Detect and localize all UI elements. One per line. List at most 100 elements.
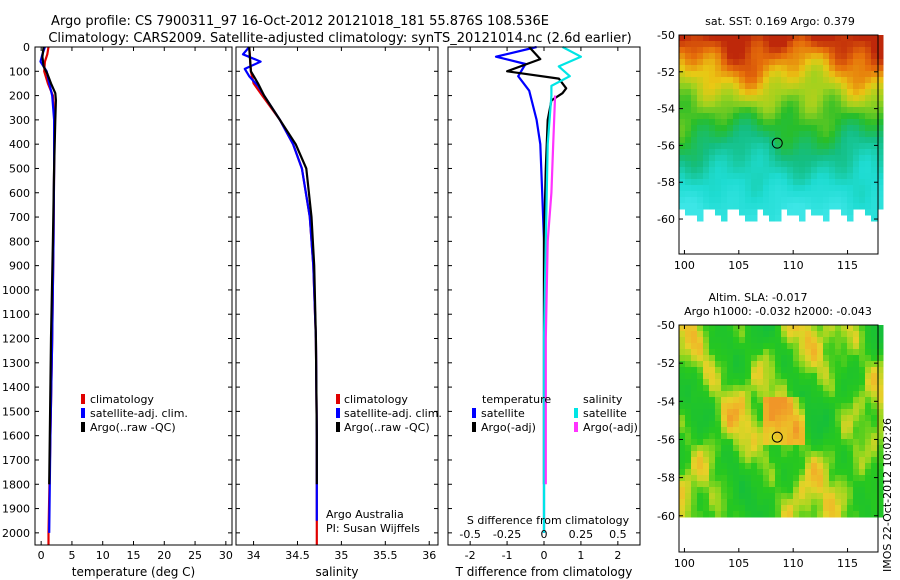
map-cell — [817, 469, 824, 476]
map-cell — [775, 415, 782, 422]
map-cell — [877, 113, 884, 120]
map-cell — [745, 203, 752, 210]
map-cell — [865, 77, 872, 84]
sst-map-title: sat. SST: 0.169 Argo: 0.379 — [705, 15, 855, 28]
map-cell — [853, 167, 860, 174]
map-cell — [781, 373, 788, 380]
map-cell — [805, 203, 812, 210]
map-cell — [871, 215, 878, 222]
map-cell — [697, 101, 704, 108]
map-cell — [703, 131, 710, 138]
map-cell — [823, 191, 830, 198]
map-cell — [781, 155, 788, 162]
map-cell — [787, 65, 794, 72]
map-cell — [709, 161, 716, 168]
x-tick-label: 10 — [96, 549, 110, 562]
map-cell — [829, 391, 836, 398]
map-cell — [697, 53, 704, 60]
map-cell — [769, 185, 776, 192]
map-cell — [781, 113, 788, 120]
map-cell — [787, 149, 794, 156]
map-cell — [841, 197, 848, 204]
map-cell — [757, 137, 764, 144]
map-cell — [763, 53, 770, 60]
map-cell — [679, 427, 686, 434]
map-cell — [685, 185, 692, 192]
map-cell — [709, 505, 716, 512]
map-cell — [685, 89, 692, 96]
map-cell — [811, 101, 818, 108]
map-cell — [709, 421, 716, 428]
map-cell — [823, 403, 830, 410]
map-cell — [745, 457, 752, 464]
map-cell — [709, 149, 716, 156]
map-cell — [835, 475, 842, 482]
map-cell — [721, 511, 728, 518]
map-cell — [829, 439, 836, 446]
map-cell — [793, 119, 800, 126]
map-cell — [835, 493, 842, 500]
map-cell — [757, 409, 764, 416]
map-cell — [757, 53, 764, 60]
map-cell — [691, 209, 698, 216]
map-cell — [817, 487, 824, 494]
map-cell — [763, 361, 770, 368]
map-cell — [853, 65, 860, 72]
map-cell — [745, 47, 752, 54]
map-cell — [811, 179, 818, 186]
map-cell — [805, 421, 812, 428]
map-cell — [841, 161, 848, 168]
map-cell — [829, 325, 836, 332]
map-cell — [769, 367, 776, 374]
map-cell — [871, 149, 878, 156]
map-cell — [721, 95, 728, 102]
map-cell — [823, 101, 830, 108]
map-cell — [745, 349, 752, 356]
map-cell — [697, 131, 704, 138]
map-cell — [811, 143, 818, 150]
map-cell — [715, 391, 722, 398]
map-cell — [835, 445, 842, 452]
map-cell — [775, 361, 782, 368]
map-cell — [691, 95, 698, 102]
map-cell — [799, 463, 806, 470]
map-cell — [691, 499, 698, 506]
map-cell — [847, 427, 854, 434]
map-cell — [715, 373, 722, 380]
map-cell — [733, 149, 740, 156]
map-cell — [721, 439, 728, 446]
top-tick-label: 0.25 — [569, 528, 594, 541]
map-cell — [823, 35, 830, 42]
map-cell — [877, 361, 884, 368]
map-cell — [865, 179, 872, 186]
map-cell — [865, 451, 872, 458]
map-cell — [727, 47, 734, 54]
map-cell — [781, 107, 788, 114]
map-cell — [751, 149, 758, 156]
map-cell — [697, 421, 704, 428]
map-cell — [829, 125, 836, 132]
map-cell — [811, 53, 818, 60]
map-cell — [679, 463, 686, 470]
map-cell — [679, 367, 686, 374]
map-cell — [787, 101, 794, 108]
map-cell — [727, 499, 734, 506]
map-cell — [751, 143, 758, 150]
map-cell — [817, 439, 824, 446]
map-cell — [751, 155, 758, 162]
map-cell — [793, 107, 800, 114]
map-cell — [811, 445, 818, 452]
map-cell — [745, 427, 752, 434]
map-cell — [835, 131, 842, 138]
map-cell — [787, 35, 794, 42]
map-cell — [847, 59, 854, 66]
map-cell — [811, 35, 818, 42]
map-cell — [829, 185, 836, 192]
map-cell — [859, 409, 866, 416]
map-cell — [739, 59, 746, 66]
map-cell — [697, 89, 704, 96]
map-cell — [685, 125, 692, 132]
map-cell — [739, 179, 746, 186]
map-cell — [841, 373, 848, 380]
map-cell — [799, 475, 806, 482]
